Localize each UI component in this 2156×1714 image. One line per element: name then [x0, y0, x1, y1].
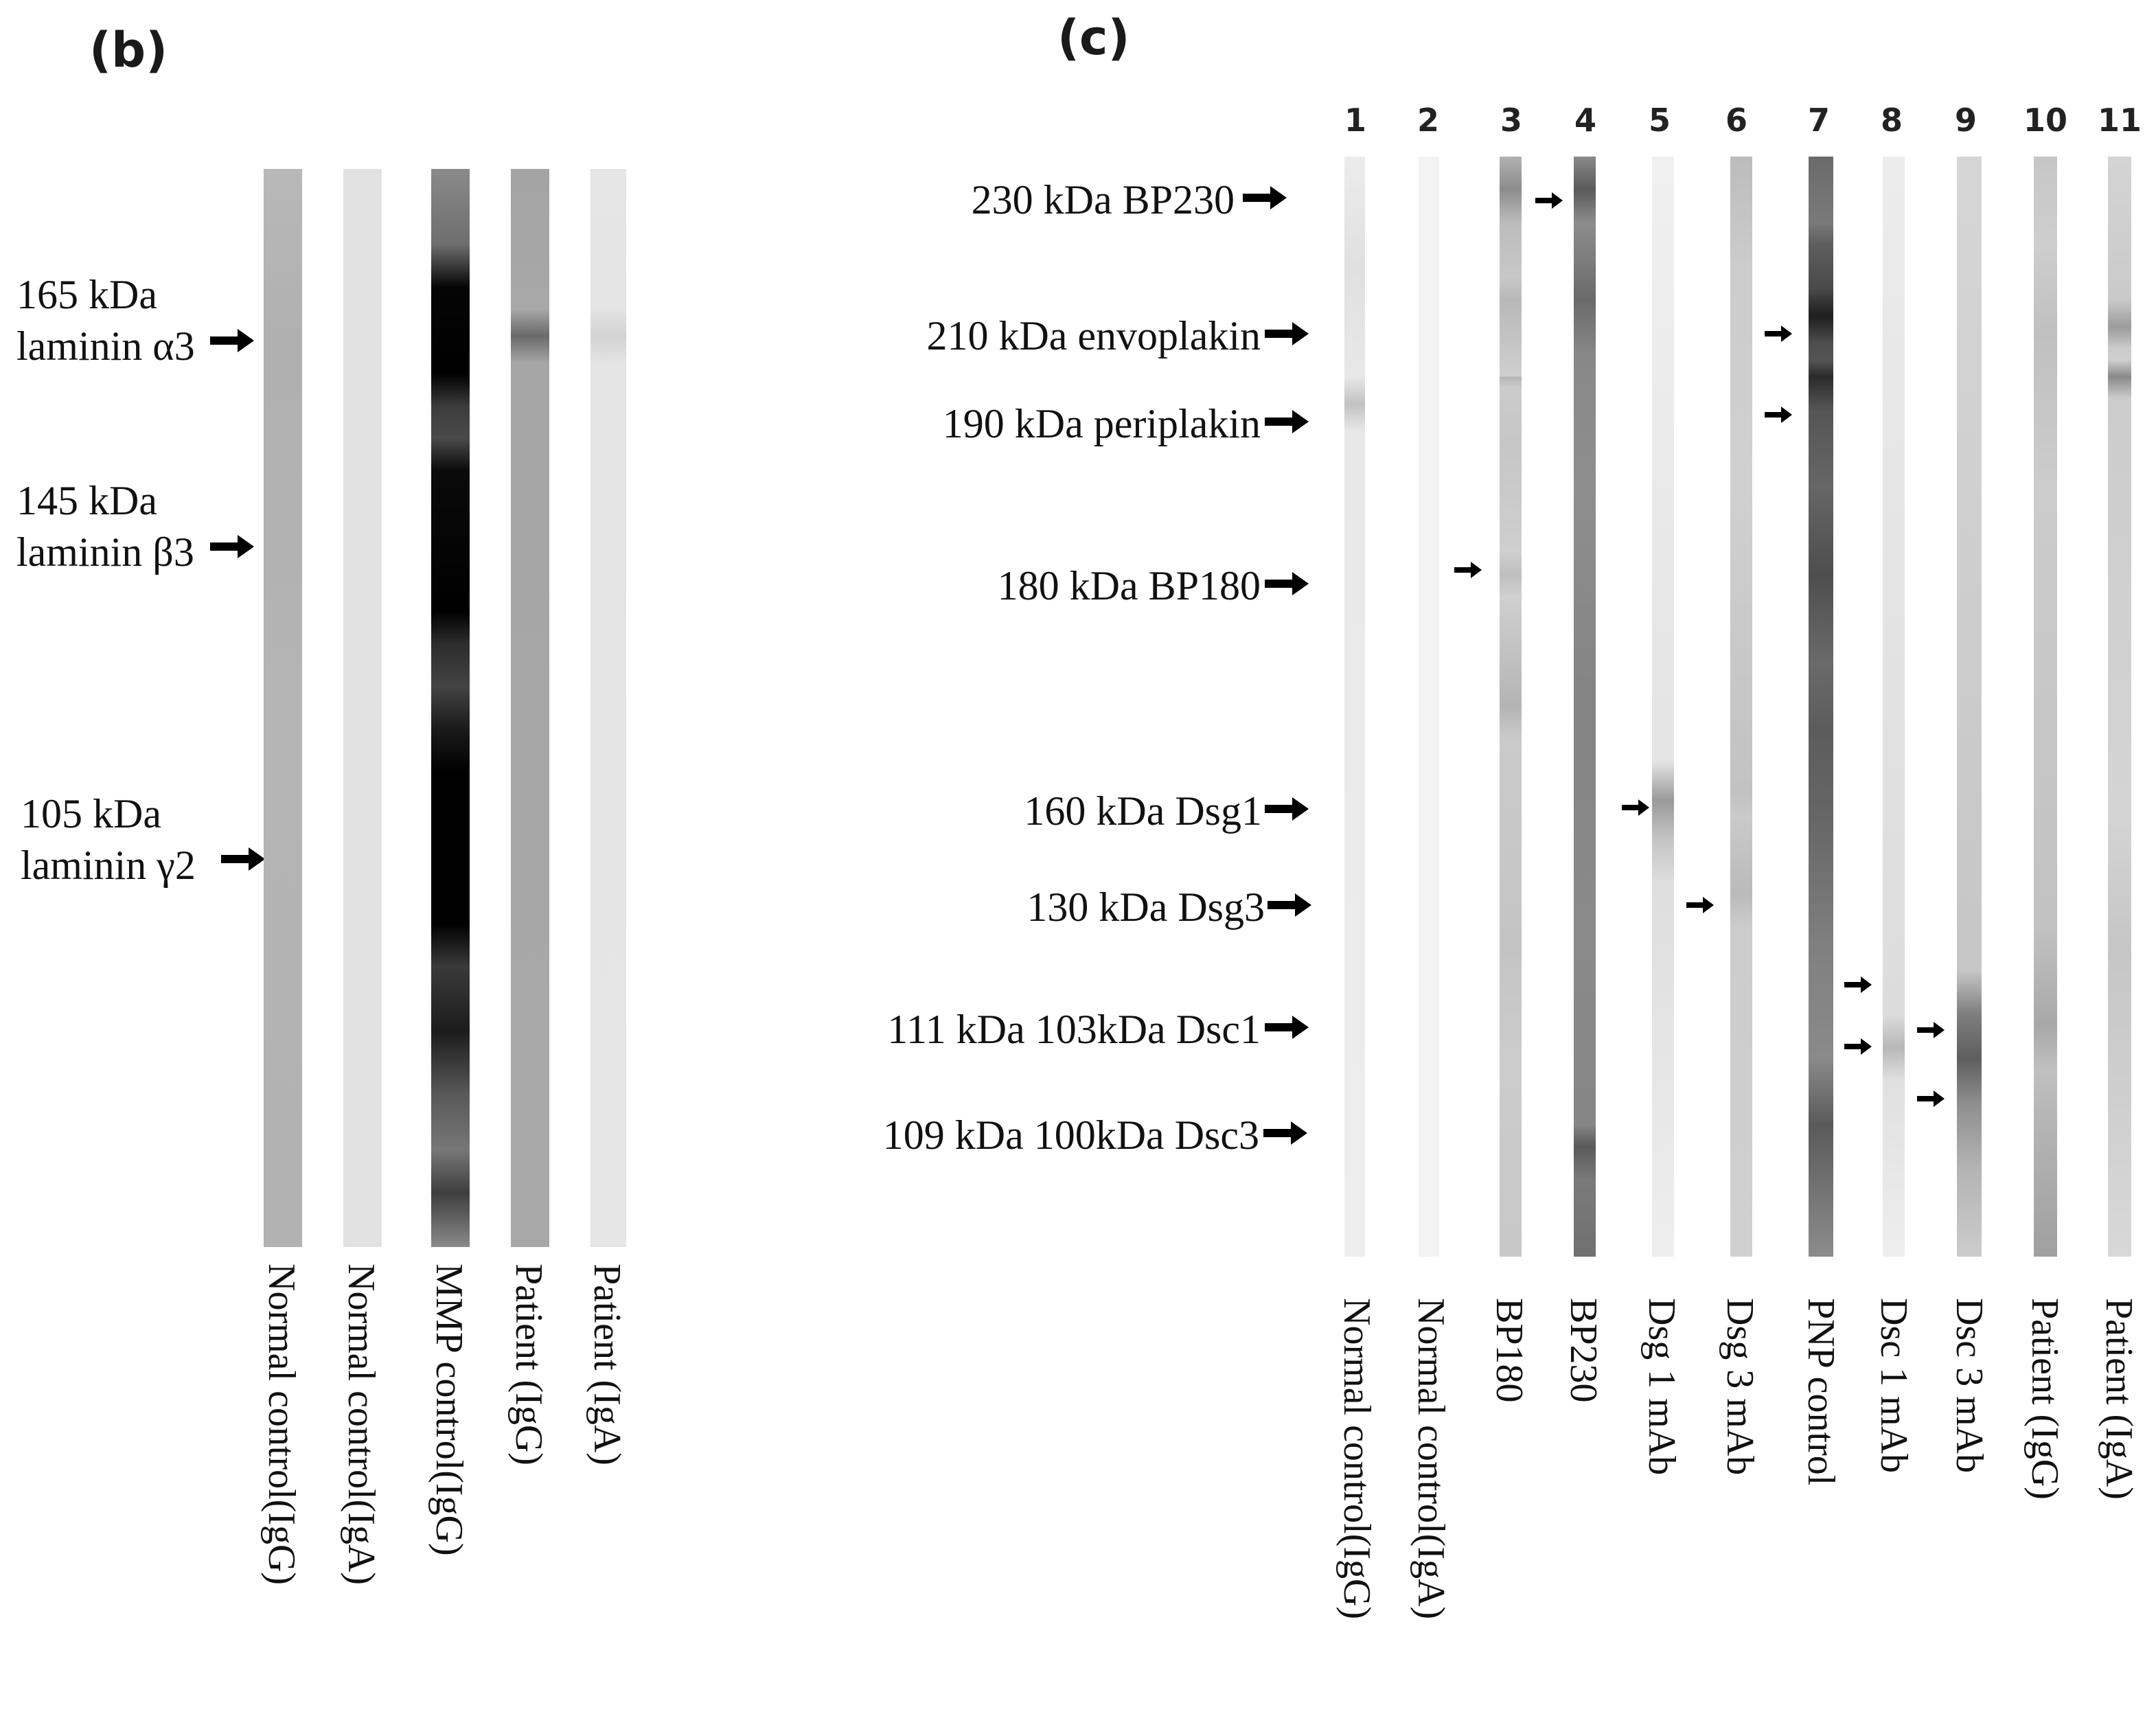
arrow-right-icon: [210, 329, 254, 352]
marker-c-dsc1: 111 kDa 103kDa Dsc1: [887, 1007, 1261, 1052]
strip-b-patient-igg: [511, 169, 549, 1247]
strip-b-mmp-igg: [431, 169, 470, 1247]
lane-label-b-normal-iga: Normal control(IgA): [340, 1264, 382, 1586]
marker-c-dsg3: 130 kDa Dsg3: [1027, 884, 1265, 930]
lane-number: 7: [1807, 102, 1830, 139]
lane-label-c-10: Patient (IgG): [2023, 1298, 2066, 1500]
lane-label-c-3: BP180: [1488, 1298, 1530, 1403]
lane-label-b-normal-igg: Normal control(IgG): [260, 1264, 303, 1586]
strip-b-normal-igg: [264, 169, 302, 1247]
lane-number: 8: [1880, 102, 1903, 139]
marker-c-dsg1: 160 kDa Dsg1: [1024, 788, 1262, 834]
arrow-right-icon: [1265, 322, 1309, 345]
arrow-right-icon: [210, 535, 254, 558]
lane-label-c-5: Dsg 1 mAb: [1640, 1298, 1683, 1476]
lane-label-c-7: PNP control: [1800, 1298, 1842, 1486]
strip-c-lane-11: [2108, 157, 2131, 1257]
lane-label-c-4: BP230: [1562, 1298, 1605, 1403]
strip-b-patient-iga: [590, 169, 626, 1247]
arrow-right-icon: [1265, 1016, 1309, 1039]
lane-number: 3: [1500, 102, 1522, 139]
lane-label-b-patient-iga: Patient (IgA): [586, 1264, 628, 1465]
strip-c-lane-6: [1730, 157, 1752, 1257]
arrow-right-icon: [1265, 572, 1309, 595]
marker-c-dsc3: 109 kDa 100kDa Dsc3: [882, 1112, 1259, 1158]
strip-c-lane-2: [1419, 157, 1439, 1257]
arrow-right-icon: [1765, 407, 1792, 423]
arrow-right-icon: [1535, 192, 1563, 209]
strip-c-lane-9: [1957, 157, 1982, 1257]
strip-c-lane-5: [1652, 157, 1674, 1257]
strip-c-lane-7: [1809, 157, 1833, 1257]
arrow-right-icon: [1917, 1022, 1945, 1038]
strip-c-lane-8: [1883, 157, 1905, 1257]
lane-label-b-mmp-igg: MMP control(IgG): [428, 1264, 470, 1556]
arrow-right-icon: [1268, 893, 1311, 917]
marker-c-bp230: 230 kDa BP230: [971, 177, 1235, 222]
lane-number: 5: [1648, 102, 1671, 139]
lane-number: 11: [2097, 102, 2142, 139]
lane-number: 2: [1417, 102, 1439, 139]
lane-label-c-2: Normal control(IgA): [1410, 1298, 1452, 1620]
marker-c-periplakin: 190 kDa periplakin: [942, 401, 1261, 446]
arrow-right-icon: [1686, 897, 1714, 913]
lane-label-c-9: Dsc 3 mAb: [1948, 1298, 1991, 1474]
marker-b-laminin-g2: 105 kDa laminin γ2: [21, 791, 196, 888]
lane-label-c-11: Patient (IgA): [2098, 1298, 2140, 1500]
marker-c-envoplakin: 210 kDa envoplakin: [926, 313, 1261, 358]
lane-number: 1: [1344, 102, 1366, 139]
arrow-right-icon: [1263, 1121, 1307, 1145]
arrow-right-icon: [221, 847, 265, 871]
marker-b-laminin-b3: 145 kDa laminin β3: [16, 478, 194, 575]
strip-c-lane-10: [2034, 157, 2057, 1257]
strip-c-lane-3: [1500, 157, 1522, 1257]
panel-b-letter: (b): [89, 22, 168, 78]
strip-c-lane-1: [1344, 157, 1365, 1257]
arrow-right-icon: [1454, 562, 1482, 578]
lane-number: 9: [1954, 102, 1977, 139]
lane-label-b-patient-igg: Patient (IgG): [507, 1264, 550, 1465]
lane-number: 4: [1574, 102, 1596, 139]
arrow-right-icon: [1265, 410, 1309, 433]
lane-number: 10: [2023, 102, 2067, 139]
lane-label-c-8: Dsc 1 mAb: [1872, 1298, 1915, 1474]
lane-number: 6: [1725, 102, 1747, 139]
arrow-right-icon: [1265, 797, 1309, 821]
arrow-right-icon: [1844, 976, 1872, 993]
arrow-right-icon: [1917, 1090, 1945, 1107]
marker-b-laminin-a3: 165 kDa laminin α3: [16, 272, 195, 369]
arrow-right-icon: [1243, 186, 1287, 209]
panel-c-letter: (c): [1057, 10, 1130, 66]
arrow-right-icon: [1844, 1038, 1872, 1055]
arrow-right-icon: [1622, 799, 1649, 816]
marker-c-bp180: 180 kDa BP180: [997, 563, 1261, 608]
strip-b-normal-iga: [343, 169, 382, 1247]
lane-label-c-6: Dsg 3 mAb: [1719, 1298, 1761, 1476]
arrow-right-icon: [1765, 325, 1792, 342]
strip-c-lane-4: [1574, 157, 1596, 1257]
lane-label-c-1: Normal control(IgG): [1335, 1298, 1378, 1620]
